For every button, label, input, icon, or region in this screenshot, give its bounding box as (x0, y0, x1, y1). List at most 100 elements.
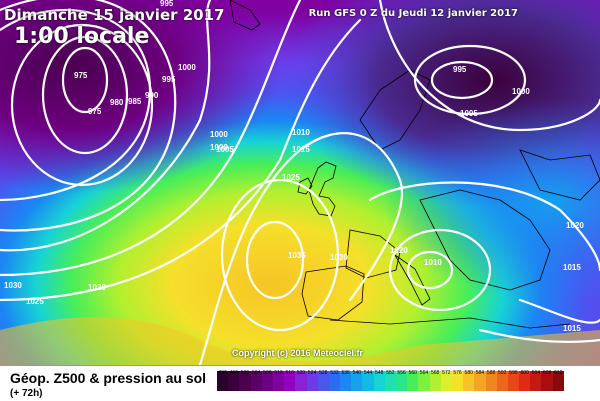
isobar-label: 1015 (563, 263, 581, 272)
scale-cell: 508 (261, 370, 273, 391)
scale-cell: 588 (485, 370, 497, 391)
scale-label: 496 (229, 370, 238, 376)
isobar-label: 1020 (88, 283, 106, 292)
scale-label: 524 (307, 370, 317, 376)
scale-cell: 532 (328, 370, 341, 391)
copyright: Copyright (c) 2016 Meteociel.fr (232, 348, 364, 358)
scale-label: 512 (274, 370, 283, 376)
isobar-label: 1000 (210, 130, 228, 139)
scale-label: 596 (509, 370, 518, 376)
isobar-label: 980 (110, 98, 124, 107)
isobar-label: 975 (74, 71, 88, 80)
scale-cell: 492 (217, 370, 229, 391)
scale-cell: 540 (351, 370, 363, 391)
scale-label: 504 (251, 370, 261, 376)
isobar-label: 1030 (4, 281, 22, 290)
scale-cell: 528 (317, 370, 329, 391)
isobar-label: 1000 (210, 143, 228, 152)
scale-cell: 592 (496, 370, 508, 391)
scale-label: 572 (442, 370, 451, 376)
scale-label: 540 (352, 370, 362, 376)
scale-label: 552 (386, 370, 395, 376)
scale-cell: 496 (228, 370, 240, 391)
forecast-local-time: 1:00 locale (14, 24, 150, 49)
scale-cell: 608 (541, 370, 553, 391)
scale-cell: 604 (530, 370, 542, 391)
scale-cell: 560 (407, 370, 419, 391)
isobar-label: 1015 (563, 324, 581, 333)
isobar-label: 995 (453, 65, 467, 74)
scale-label: 536 (341, 370, 350, 376)
isobar-label: 1020 (566, 221, 584, 230)
scale-label: 544 (363, 370, 373, 376)
scale-label: 580 (464, 370, 473, 376)
scale-cell: 580 (463, 370, 475, 391)
legend-title: Géop. Z500 & pression au sol (10, 370, 207, 386)
scale-label: 528 (319, 370, 328, 376)
scale-label: 564 (419, 370, 429, 376)
isobars (0, 0, 600, 365)
isobar-label: 1030 (330, 253, 348, 262)
model-run: Run GFS 0 Z du Jeudi 12 janvier 2017 (308, 8, 518, 19)
isobar-label: 1005 (216, 145, 234, 154)
scale-cell: 552 (384, 370, 396, 391)
scale-label: 532 (330, 370, 339, 376)
isobar-label: 1010 (292, 128, 310, 137)
scale-label: 516 (285, 370, 294, 376)
scale-label: 548 (375, 370, 384, 376)
scale-cell: 572 (440, 370, 452, 391)
scale-cell: 504 (250, 370, 262, 391)
scale-cell: 536 (340, 370, 352, 391)
isobar-label: 1005 (460, 109, 478, 118)
legend: Géop. Z500 & pression au sol (+ 72h) 492… (0, 365, 600, 401)
isobar-label: 1010 (424, 258, 442, 267)
scale-cell: 524 (306, 370, 318, 391)
isobar-label: 1025 (282, 173, 300, 182)
scale-cell: 548 (373, 370, 385, 391)
scale-cell: 512 (272, 370, 285, 391)
scale-label: 508 (263, 370, 272, 376)
legend-subtitle: (+ 72h) (10, 388, 43, 399)
scale-cell: 564 (418, 370, 430, 391)
scale-label: 556 (397, 370, 406, 376)
scale-label: 604 (531, 370, 541, 376)
scale-cell: 544 (362, 370, 374, 391)
forecast-date: Dimanche 15 janvier 2017 (4, 6, 225, 24)
isobar-label: 1000 (178, 63, 196, 72)
isobar-label: 1015 (292, 145, 310, 154)
scale-cell: 576 (451, 370, 464, 391)
isobar-label: 1025 (26, 297, 44, 306)
scale-cell: 584 (474, 370, 486, 391)
scale-label: 576 (453, 370, 462, 376)
scale-cell: 600 (519, 370, 531, 391)
scale-cell: 596 (507, 370, 520, 391)
isobar-label: 995 (162, 75, 176, 84)
scale-cell: 520 (295, 370, 307, 391)
scale-label: 520 (296, 370, 306, 376)
scale-label: 492 (218, 370, 227, 376)
scale-cell: 500 (239, 370, 251, 391)
isobar-label: 975 (88, 107, 102, 116)
scale-label: 612 (554, 370, 563, 376)
scale-label: 560 (408, 370, 417, 376)
scale-label: 600 (520, 370, 529, 376)
color-scale: 492 496 500 504 508 512 516 520 524 528 532 536 540 5… (217, 370, 564, 391)
scale-cell: 556 (396, 370, 408, 391)
isobar-label: 1035 (288, 251, 306, 260)
scale-cell: 568 (429, 370, 441, 391)
scale-label: 584 (475, 370, 485, 376)
isobar-label: 1020 (390, 246, 408, 255)
scale-cell: 516 (284, 370, 296, 391)
isobar-label: 995 (160, 0, 174, 8)
scale-label: 592 (498, 370, 507, 376)
isobar-label: 1000 (512, 87, 530, 96)
scale-label: 588 (486, 370, 496, 376)
scale-label: 608 (542, 370, 552, 376)
isobar-label: 990 (145, 91, 159, 100)
isobar-label: 985 (128, 97, 142, 106)
scale-label: 568 (430, 370, 440, 376)
scale-cell: 612 (552, 370, 564, 391)
